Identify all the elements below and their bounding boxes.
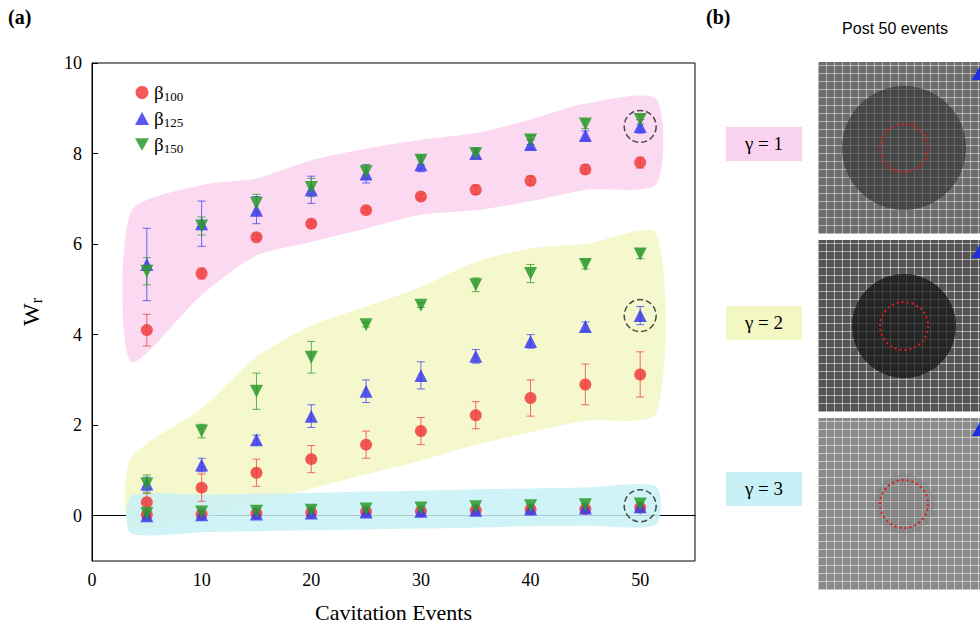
svg-text:β: β xyxy=(154,134,164,155)
html-text:γ = 3: γ = 3 xyxy=(744,478,784,499)
html-text:γ = 1: γ = 1 xyxy=(744,133,784,154)
svg-text:10: 10 xyxy=(64,53,82,73)
svg-text:150: 150 xyxy=(164,141,184,156)
svg-text:50: 50 xyxy=(631,570,649,590)
svg-text:40: 40 xyxy=(522,570,540,590)
html-text:(a): (a) xyxy=(8,6,32,28)
svg-text:W: W xyxy=(18,303,44,326)
svg-text:20: 20 xyxy=(302,570,320,590)
html-text:Post 50 events: Post 50 events xyxy=(842,20,948,37)
svg-text:0: 0 xyxy=(73,506,82,526)
svg-text:100: 100 xyxy=(164,89,184,104)
html-text:γ = 2: γ = 2 xyxy=(744,312,784,333)
svg-text:30: 30 xyxy=(412,570,430,590)
svg-text:r: r xyxy=(28,297,45,303)
svg-text:125: 125 xyxy=(164,115,184,130)
svg-text:β: β xyxy=(154,108,164,129)
svg-text:0: 0 xyxy=(88,570,97,590)
svg-text:6: 6 xyxy=(73,234,82,254)
svg-text:4: 4 xyxy=(73,325,82,345)
svg-text:β: β xyxy=(154,82,164,103)
svg-text:10: 10 xyxy=(193,570,211,590)
svg-text:8: 8 xyxy=(73,144,82,164)
svg-text:Cavitation Events: Cavitation Events xyxy=(315,600,472,625)
svg-text:2: 2 xyxy=(73,415,82,435)
html-text:(b): (b) xyxy=(706,6,731,28)
